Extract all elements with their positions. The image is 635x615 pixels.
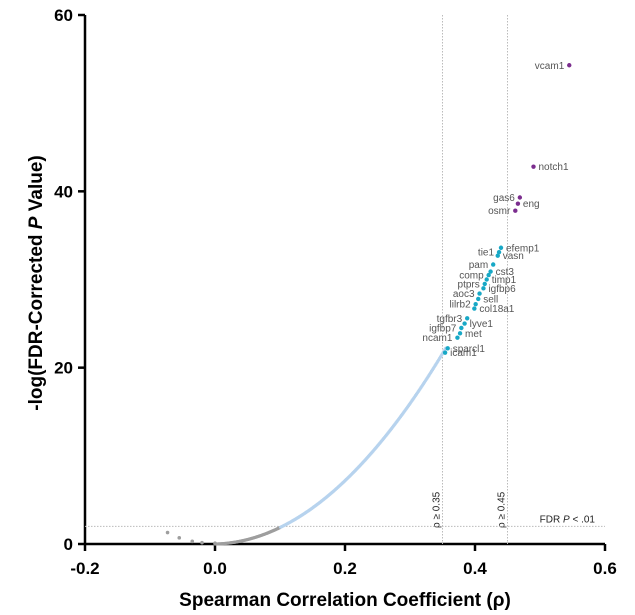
label-osmr: osmr (488, 206, 511, 217)
non-significant-point (165, 530, 170, 535)
x-tick-label: -0.2 (70, 559, 99, 578)
label-gas6: gas6 (493, 193, 515, 204)
rho-threshold-label: ρ ≥ 0.35 (432, 491, 443, 528)
label-timp1: timp1 (492, 275, 517, 286)
label-tgfbr3: tgfbr3 (437, 314, 463, 325)
label-met: met (465, 329, 482, 340)
point-aoc3 (477, 291, 482, 296)
chart-axes: -0.2 0.0 0.2 0.4 0.6 0 20 40 60 (54, 6, 617, 578)
point-vasn (495, 253, 500, 258)
label-eng: eng (523, 199, 540, 210)
x-tick-label: 0.2 (333, 559, 357, 578)
reference-lines: ρ ≥ 0.35 ρ ≥ 0.45 FDR P < .01 (85, 15, 605, 544)
label-comp: comp (459, 271, 484, 282)
label-cst3: cst3 (496, 267, 515, 278)
x-axis-title: Spearman Correlation Coefficient (ρ) (179, 590, 511, 611)
y-axis-title-part: Value) (26, 155, 47, 216)
rho-threshold-label: ρ ≥ 0.45 (497, 491, 508, 528)
point-sell (476, 296, 481, 302)
label-sparcl1: sparcl1 (453, 344, 486, 355)
label-igfbp7: igfbp7 (429, 323, 457, 334)
fdr-threshold-label-part: P (563, 514, 570, 525)
y-axis-title-part: P (26, 216, 47, 229)
point-timp1 (484, 277, 489, 282)
point-ncam1 (455, 335, 460, 340)
point-comp (486, 272, 491, 278)
non-significant-point (190, 539, 195, 544)
non-significant-point (177, 536, 182, 540)
label-sell: sell (483, 294, 498, 305)
y-tick-label: 60 (54, 6, 73, 25)
label-vasn: vasn (503, 251, 524, 262)
point-igfbp7 (459, 325, 464, 331)
y-tick-label: 20 (54, 359, 73, 378)
label-pam: pam (469, 260, 488, 271)
label-col18a1: col18a1 (479, 304, 514, 315)
label-efemp1: efemp1 (506, 243, 540, 254)
point-igfbp6 (481, 286, 486, 291)
x-tick-label: 0.4 (463, 559, 487, 578)
point-tgfbr3 (465, 316, 470, 321)
non-significant-point (200, 540, 204, 545)
point-tie1 (496, 249, 502, 255)
background-curve-points (165, 346, 448, 546)
point-osmr (513, 208, 518, 213)
label-ncam1: ncam1 (422, 333, 452, 344)
non-significant-point (213, 541, 217, 545)
y-axis-title: -log(FDR-Corrected P Value) (26, 155, 47, 411)
fdr-threshold-label-part: FDR (540, 514, 563, 525)
label-aoc3: aoc3 (453, 289, 475, 300)
label-notch1: notch1 (539, 162, 569, 173)
label-tie1: tie1 (478, 248, 495, 259)
x-tick-label: 0.6 (593, 559, 617, 578)
fdr-threshold-label-part: < .01 (570, 514, 596, 525)
label-ptprs: ptprs (458, 279, 480, 290)
label-lilrb2: lilrb2 (450, 300, 472, 311)
point-gas6 (517, 195, 523, 200)
y-axis-title-part: -log(FDR-Corrected (26, 229, 47, 411)
point-met (457, 331, 463, 336)
point-sparcl1 (445, 346, 450, 351)
point-vcam1 (567, 63, 572, 68)
point-notch1 (531, 164, 536, 169)
point-col18a1 (472, 306, 477, 311)
fdr-threshold-label: FDR P < .01 (540, 514, 596, 525)
label-icam1: icam1 (450, 348, 477, 359)
point-icam1 (442, 350, 448, 355)
point-efemp1 (498, 245, 504, 250)
y-tick-label: 40 (54, 182, 73, 201)
point-pam (491, 262, 496, 267)
point-cst3 (488, 269, 493, 274)
point-lilrb2 (473, 301, 478, 307)
y-tick-label: 0 (64, 535, 73, 554)
label-vcam1: vcam1 (535, 61, 565, 72)
point-lyve1 (462, 321, 467, 326)
x-tick-label: 0.0 (203, 559, 227, 578)
label-igfbp6: igfbp6 (488, 284, 516, 295)
point-ptprs (482, 281, 487, 287)
point-eng (515, 201, 521, 206)
label-lyve1: lyve1 (470, 319, 494, 330)
